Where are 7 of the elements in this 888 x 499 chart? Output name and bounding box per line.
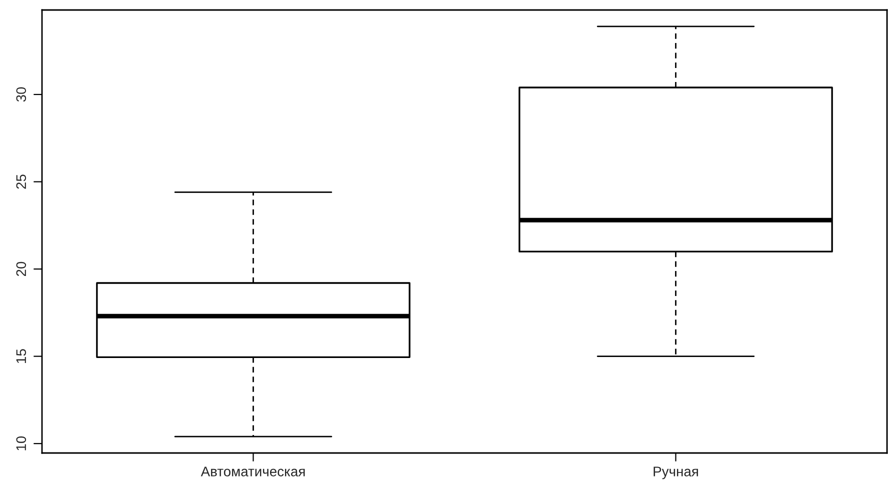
- x-tick-label: Ручная: [654, 466, 698, 480]
- y-tick-label: 15: [16, 349, 26, 363]
- y-tick-label: 20: [16, 262, 26, 276]
- y-tick-label: 10: [16, 436, 26, 450]
- x-tick-label: Автоматическая: [200, 466, 305, 476]
- y-tick-label: 25: [16, 174, 26, 189]
- y-tick-label: 30: [16, 87, 26, 102]
